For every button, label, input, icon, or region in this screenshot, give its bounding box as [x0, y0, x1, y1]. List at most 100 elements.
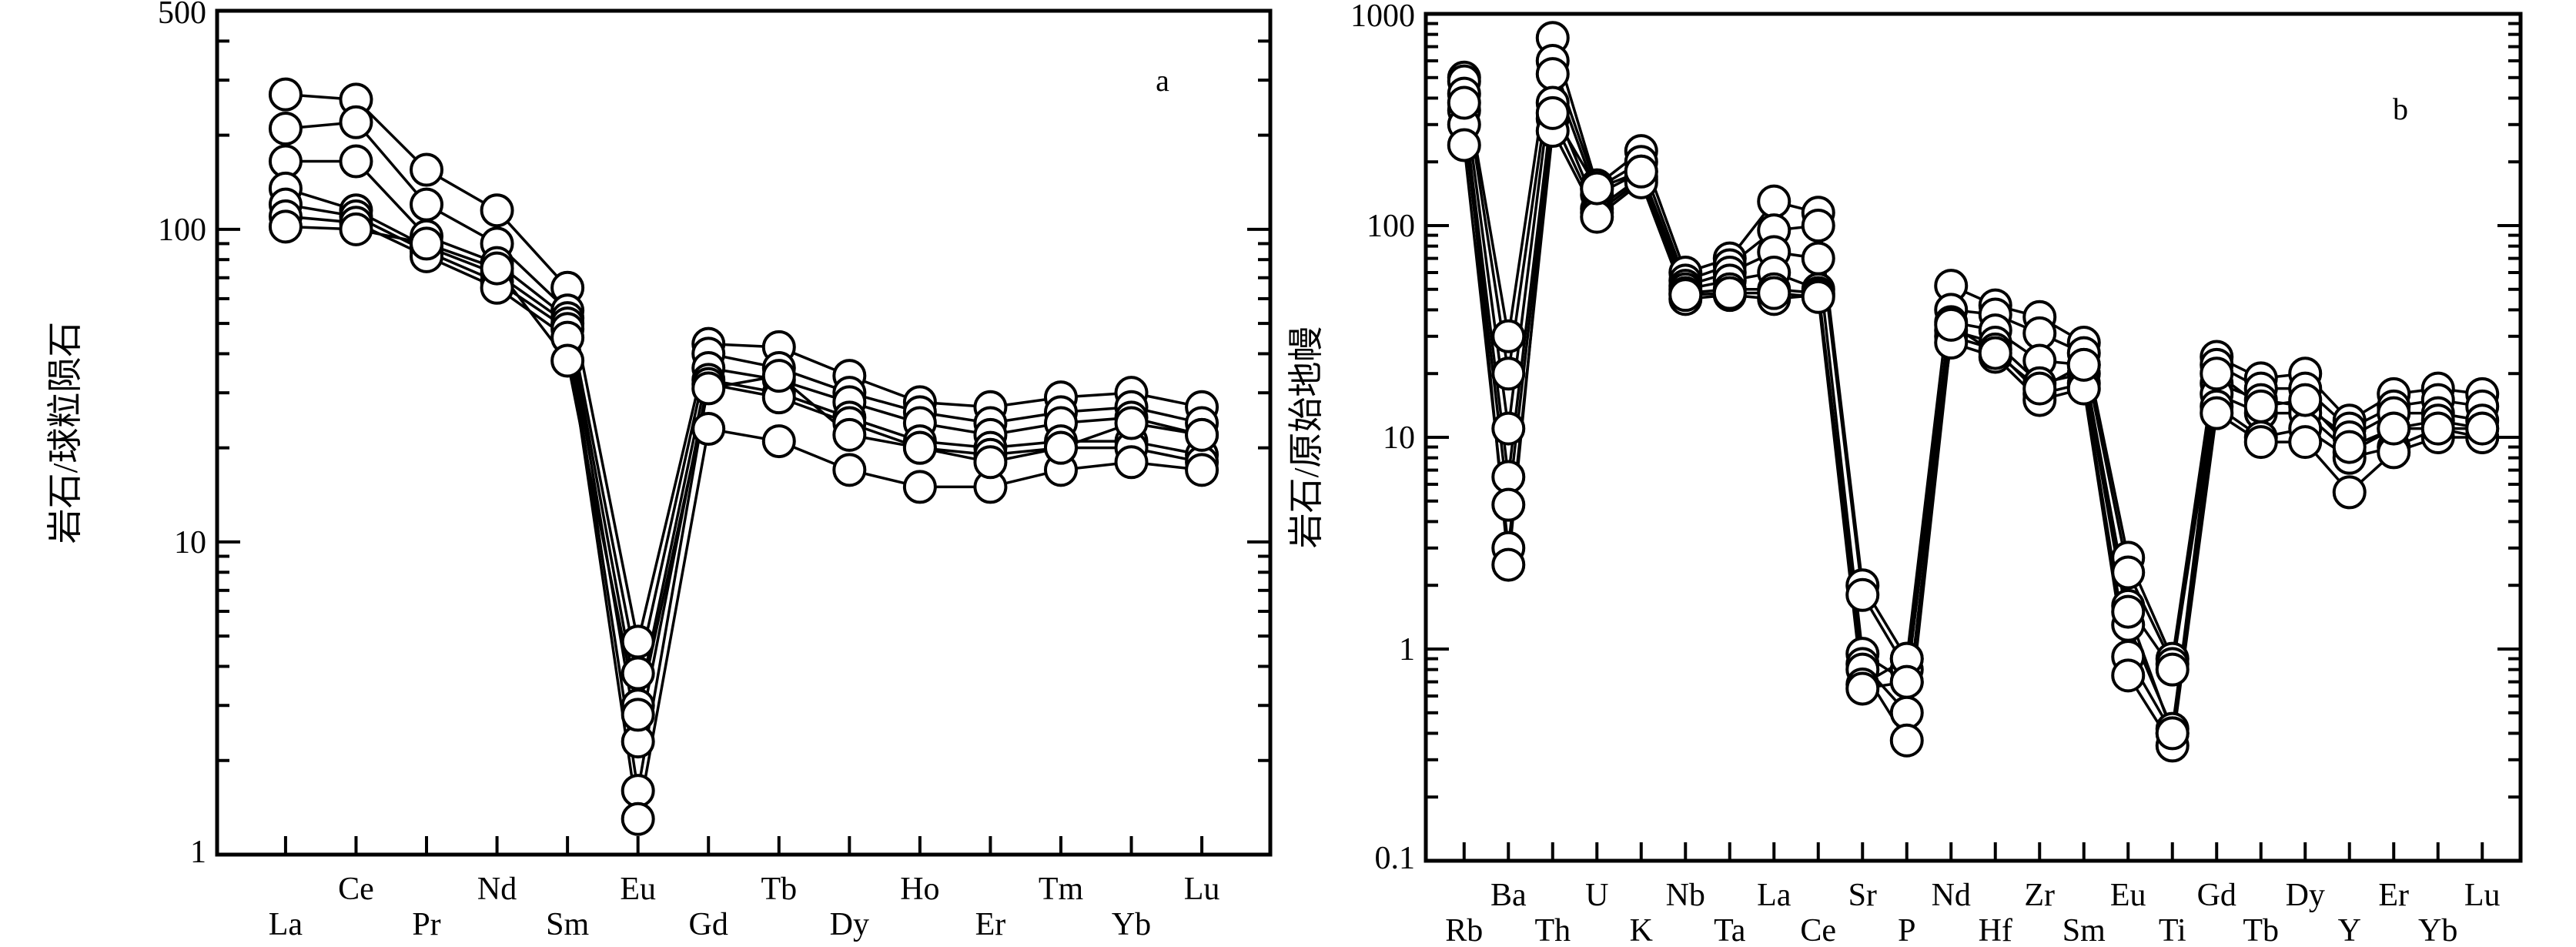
- data-point: [691, 371, 726, 406]
- data-point: [1491, 356, 1526, 391]
- data-point: [1535, 57, 1570, 92]
- data-point: [480, 193, 514, 228]
- data-point: [621, 774, 655, 808]
- data-point: [268, 111, 303, 146]
- data-point: [2243, 425, 2278, 460]
- data-point: [2200, 396, 2234, 430]
- data-point: [2332, 430, 2367, 464]
- x-category-label: La: [269, 907, 303, 942]
- data-point: [2155, 652, 2190, 687]
- data-point: [1491, 411, 1526, 446]
- data-point: [621, 698, 655, 732]
- x-category-label: Hf: [1979, 913, 2012, 947]
- data-point: [1043, 430, 1078, 465]
- data-point: [410, 226, 444, 261]
- data-point: [2288, 383, 2323, 417]
- data-point: [621, 624, 655, 659]
- data-point: [832, 453, 867, 487]
- x-category-label: Gd: [689, 907, 728, 942]
- x-category-label: Rb: [1445, 913, 1483, 947]
- data-point: [1801, 279, 1835, 314]
- data-point: [1114, 445, 1149, 480]
- x-category-label: Dy: [2286, 878, 2325, 913]
- x-category-label: Nb: [1666, 878, 1705, 913]
- data-point: [480, 251, 514, 286]
- data-point: [339, 144, 373, 179]
- x-category-label: Th: [1534, 913, 1571, 947]
- data-point: [1712, 276, 1747, 310]
- x-category-label: Yb: [1112, 907, 1151, 942]
- x-category-label: Sr: [1848, 878, 1877, 913]
- data-point: [1757, 276, 1791, 310]
- data-point: [1491, 460, 1526, 494]
- data-point: [410, 152, 444, 187]
- x-category-label: U: [1585, 878, 1608, 913]
- series-line: [1463, 73, 2483, 684]
- data-point: [1757, 184, 1791, 219]
- y-tick-label: 1: [1399, 632, 1415, 668]
- data-point: [1889, 723, 1924, 758]
- data-point: [2200, 356, 2234, 391]
- y-tick-label: 1000: [1350, 0, 1415, 34]
- data-point: [691, 412, 726, 447]
- x-category-label: Ti: [2159, 913, 2186, 947]
- x-category-label: Ce: [1800, 913, 1836, 947]
- series-line: [1463, 60, 2483, 674]
- data-point: [410, 187, 444, 222]
- data-point: [1447, 85, 1481, 120]
- data-point: [1624, 154, 1658, 189]
- x-category-label: Er: [2378, 878, 2409, 913]
- data-point: [1447, 128, 1481, 162]
- data-point: [1491, 319, 1526, 353]
- data-point: [2066, 347, 2101, 382]
- data-point: [2465, 411, 2500, 446]
- data-point: [2377, 411, 2411, 446]
- data-point: [1801, 209, 1835, 243]
- data-point: [1668, 278, 1703, 313]
- data-point: [1491, 487, 1526, 522]
- x-category-label: Nd: [1932, 878, 1971, 913]
- x-category-label: Gd: [2197, 878, 2236, 913]
- y-tick-label: 0.1: [1375, 841, 1416, 876]
- data-point: [1535, 95, 1570, 130]
- data-point: [621, 801, 655, 836]
- data-point: [1185, 417, 1219, 452]
- data-point: [1934, 307, 1969, 342]
- series-line: [285, 202, 1203, 791]
- series-line: [1463, 126, 2483, 750]
- x-category-label: Ta: [1714, 913, 1746, 947]
- y-axis-label: 岩石/球粒陨石: [45, 322, 85, 544]
- y-tick-label: 100: [158, 212, 206, 248]
- y-tick-label: 1: [190, 835, 206, 870]
- data-point: [832, 417, 867, 452]
- panel-label: b: [2393, 92, 2408, 126]
- plot-frame: [215, 8, 1273, 857]
- y-axis-label: 岩石/原始地幔: [1286, 326, 1326, 549]
- data-point: [2332, 475, 2367, 510]
- x-category-label: Y: [2338, 913, 2361, 947]
- x-category-label: K: [1630, 913, 1653, 947]
- data-point: [902, 430, 937, 465]
- data-point: [1801, 241, 1835, 276]
- data-point: [268, 209, 303, 244]
- data-point: [1491, 547, 1526, 582]
- panel-label: a: [1156, 63, 1169, 98]
- data-point: [1580, 199, 1614, 234]
- y-tick-label: 10: [1383, 420, 1415, 456]
- data-point: [550, 343, 585, 378]
- x-category-label: La: [1757, 878, 1791, 913]
- data-point: [2155, 716, 2190, 751]
- x-category-label: Ba: [1490, 878, 1527, 913]
- x-category-label: Dy: [830, 907, 869, 942]
- data-point: [973, 445, 1008, 480]
- data-point: [268, 77, 303, 112]
- data-point: [2111, 555, 2146, 590]
- series-line: [1463, 113, 2483, 745]
- data-point: [1580, 171, 1614, 206]
- data-point: [1978, 336, 2012, 370]
- y-tick-label: 500: [158, 0, 206, 31]
- x-category-label: Ho: [900, 872, 939, 907]
- x-category-label: Sm: [546, 907, 589, 942]
